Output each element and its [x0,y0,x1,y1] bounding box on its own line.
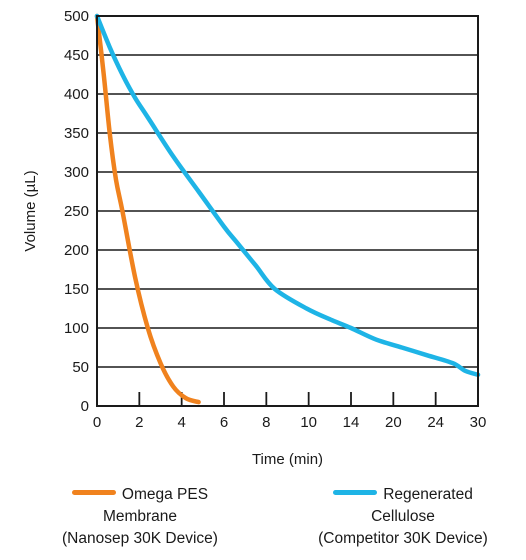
series-line-regenerated-cellulose [94,13,481,378]
y-tick-label-400: 400 [64,86,89,103]
legend-label-regenerated-cellulose-1: Regenerated [383,486,473,503]
x-tick-label-4: 4 [177,414,185,431]
y-tick-label-450: 450 [64,47,89,64]
y-axis-ticks: 0 50 100 150 200 250 300 350 400 450 500 [64,8,89,415]
x-tick-label-2: 2 [135,414,143,431]
y-tick-label-250: 250 [64,203,89,220]
y-tick-label-500: 500 [64,8,89,25]
legend-entry-omega-pes: Omega PES Membrane (Nanosep 30K Device) [22,484,258,550]
y-tick-label-300: 300 [64,164,89,181]
series-line-omega-pes [94,13,201,405]
grid-lines [97,54,478,368]
x-axis-ticks: 0 2 4 6 8 10 14 20 24 30 [93,392,487,431]
legend-line-1: Omega PES [22,484,258,506]
legend-label-omega-pes-2: Membrane [102,508,178,525]
y-axis-title: Volume (µL) [22,170,39,251]
series-lines [94,13,481,405]
x-tick-label-20: 20 [385,414,402,431]
legend-label-omega-pes-3: (Nanosep 30K Device) [62,530,218,547]
y-tick-label-50: 50 [72,359,89,376]
legend-line-1: Regenerated [282,484,524,506]
y-tick-label-0: 0 [81,398,89,415]
x-axis-title: Time (min) [252,451,323,468]
x-tick-label-6: 6 [220,414,228,431]
x-tick-label-30: 30 [470,414,487,431]
x-tick-label-8: 8 [262,414,270,431]
y-tick-label-200: 200 [64,242,89,259]
legend-entry-regenerated-cellulose: Regenerated Cellulose (Competitor 30K De… [282,484,524,550]
legend-swatch-regenerated-cellulose [333,490,378,496]
legend-swatch-omega-pes [71,490,116,496]
y-tick-label-150: 150 [64,281,89,298]
x-tick-label-24: 24 [427,414,444,431]
x-tick-label-10: 10 [300,414,317,431]
legend-label-regenerated-cellulose-2: Cellulose [371,508,435,525]
legend-label-omega-pes-1: Omega PES [121,486,209,503]
y-tick-label-350: 350 [64,125,89,142]
plot-frame [96,15,479,407]
y-tick-label-100: 100 [64,320,89,337]
x-tick-label-0: 0 [93,414,101,431]
x-tick-label-14: 14 [343,414,360,431]
legend-label-regenerated-cellulose-3: (Competitor 30K Device) [318,530,488,547]
